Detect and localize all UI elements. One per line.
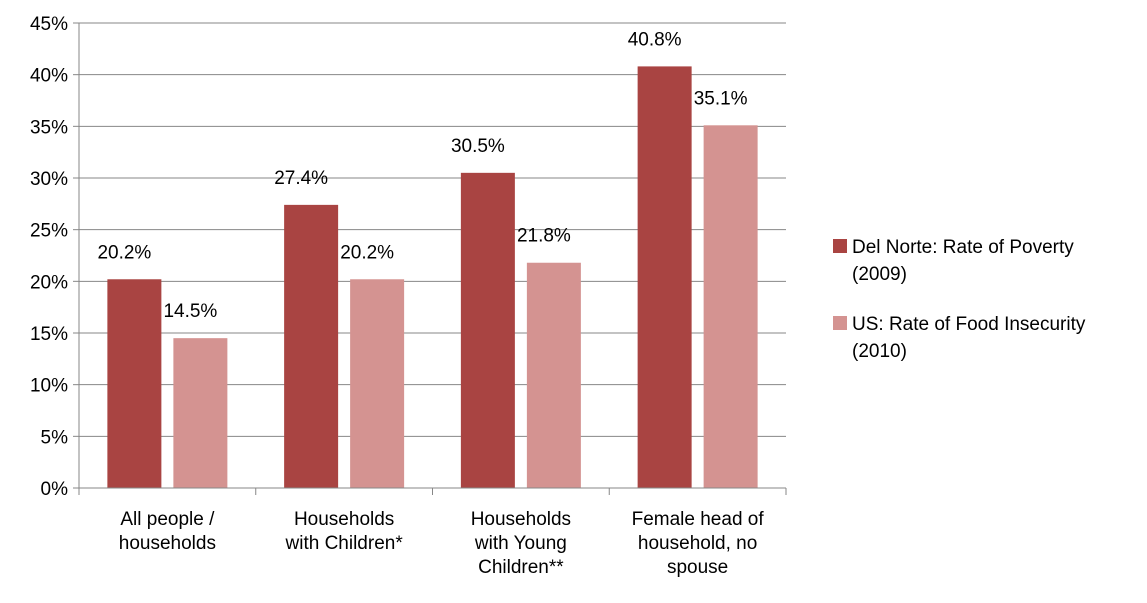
legend-label: Del Norte: Rate of Poverty	[852, 237, 1074, 258]
legend-label: US: Rate of Food Insecurity	[852, 314, 1086, 335]
bar-series-1	[284, 204, 339, 488]
x-tick-label: spouse	[667, 557, 728, 578]
legend-label: (2010)	[852, 341, 907, 362]
bar-series-2	[703, 125, 758, 489]
data-label: 14.5%	[163, 301, 217, 322]
bar-series-2	[173, 338, 228, 488]
x-tick-label: households	[119, 533, 216, 554]
x-tick-label: All people /	[120, 509, 215, 530]
bar-series-1	[107, 279, 162, 488]
legend: Del Norte: Rate of Poverty (2009) US: Rate…	[833, 237, 1086, 362]
data-labels: 20.2% 14.5% 27.4% 20.2% 30.5% 21.8% 40.8% 35.1%	[97, 29, 747, 322]
legend-swatch	[833, 316, 847, 330]
bar-series-2	[526, 262, 581, 488]
bar-series-2	[350, 279, 405, 488]
y-tick-label: 0%	[41, 479, 69, 500]
y-tick-label: 15%	[30, 324, 68, 345]
data-label: 20.2%	[340, 242, 394, 263]
y-tick-label: 35%	[30, 117, 68, 138]
y-tick-label: 45%	[30, 14, 68, 35]
y-tick-label: 10%	[30, 376, 68, 397]
data-label: 30.5%	[451, 136, 505, 157]
y-tick-label: 30%	[30, 169, 68, 190]
data-label: 40.8%	[628, 29, 682, 50]
x-tick-label: with Young	[474, 533, 567, 554]
legend-swatch	[833, 239, 847, 253]
bar-series-1	[637, 66, 692, 489]
y-tick-label: 20%	[30, 272, 68, 293]
x-tick-label: Female head of	[632, 509, 765, 530]
bars	[107, 66, 758, 489]
data-label: 35.1%	[694, 88, 748, 109]
data-label: 21.8%	[517, 226, 571, 247]
y-tick-label: 25%	[30, 221, 68, 242]
bar-series-1	[460, 172, 515, 489]
data-label: 27.4%	[274, 168, 328, 189]
x-tick-label: Households	[471, 509, 571, 530]
x-tick-label: household, no	[638, 533, 757, 554]
axes: 0% 5% 10% 15% 20% 25% 30% 35% 40% 45% All people /…	[30, 14, 787, 578]
y-tick-label: 5%	[41, 427, 69, 448]
y-tick-label: 40%	[30, 66, 68, 87]
data-label: 20.2%	[97, 242, 151, 263]
x-tick-label: Children**	[478, 557, 564, 578]
x-tick-label: with Children*	[285, 533, 404, 554]
legend-label: (2009)	[852, 264, 907, 285]
x-tick-label: Households	[294, 509, 394, 530]
